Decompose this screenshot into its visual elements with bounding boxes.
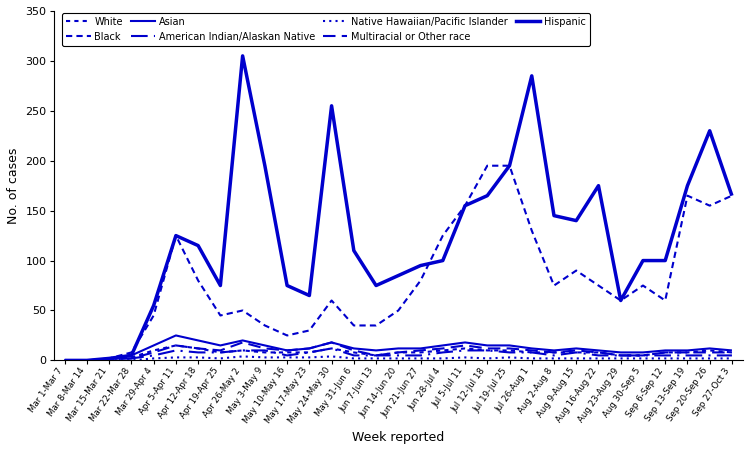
- X-axis label: Week reported: Week reported: [352, 431, 445, 444]
- Y-axis label: No. of cases: No. of cases: [7, 147, 20, 224]
- Legend: White, Black, Asian, American Indian/Alaskan Native, Native Hawaiian/Pacific Isl: White, Black, Asian, American Indian/Ala…: [62, 13, 590, 46]
